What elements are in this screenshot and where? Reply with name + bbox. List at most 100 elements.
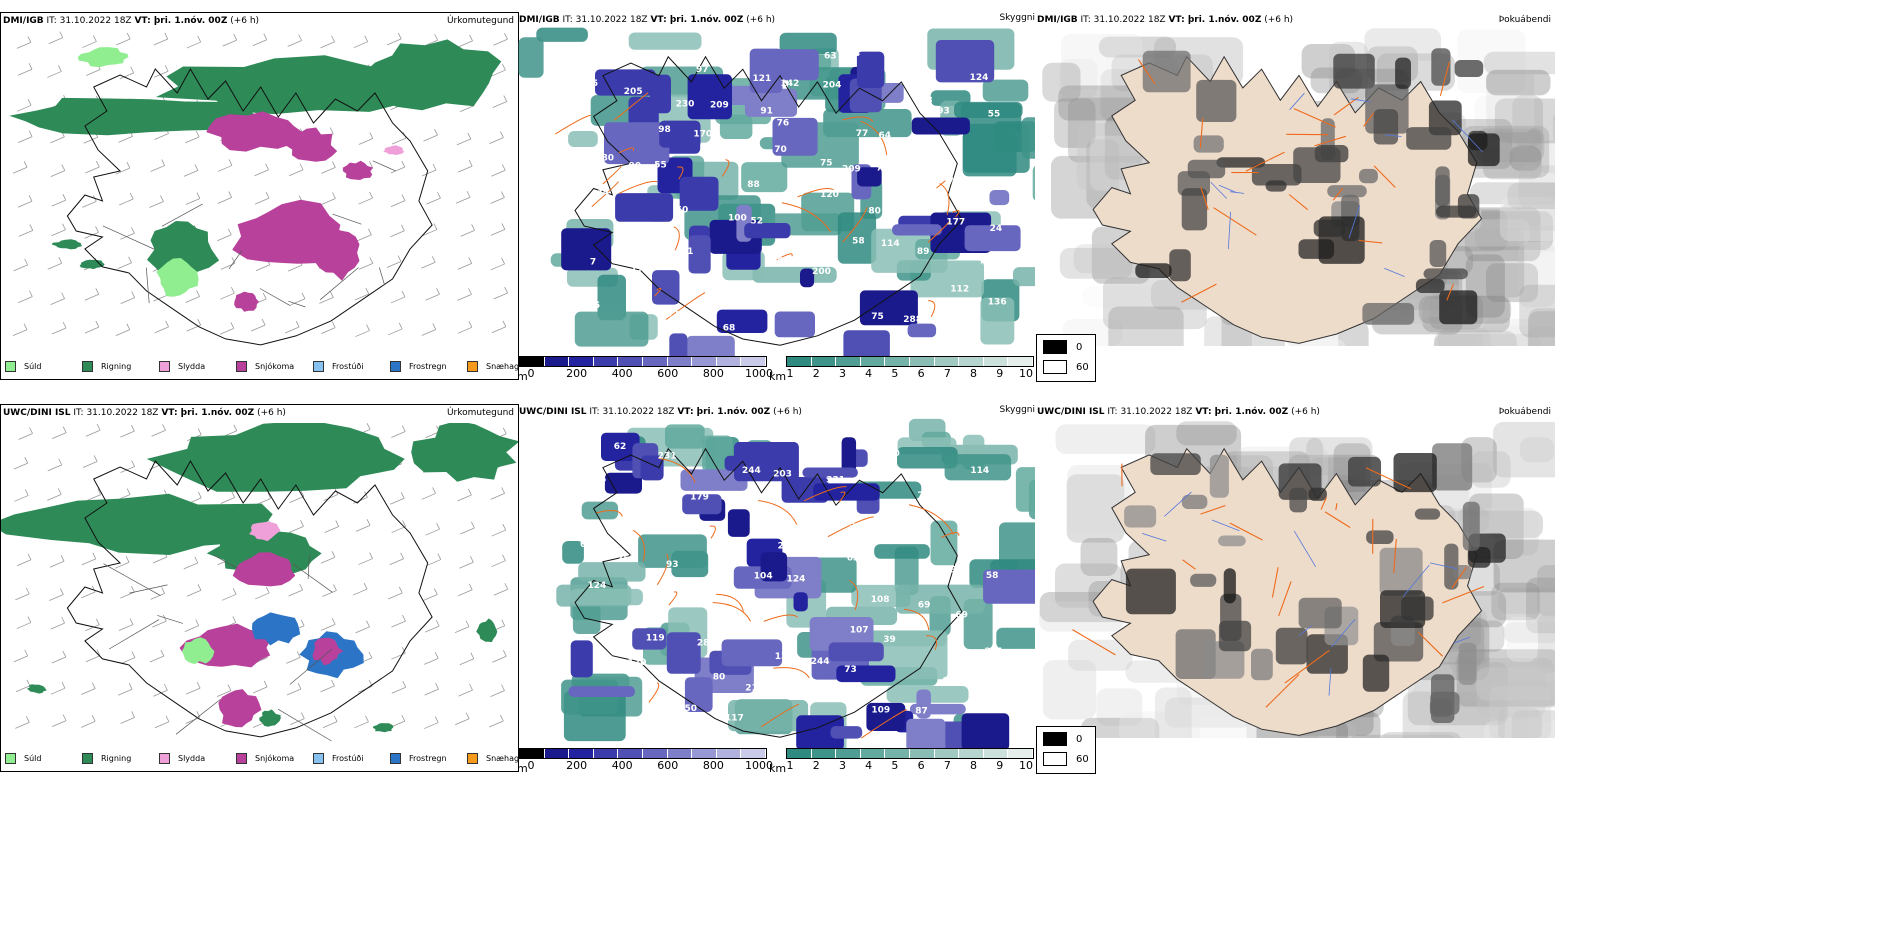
- road-line: [773, 667, 810, 679]
- fog-cell: [1196, 79, 1237, 122]
- wind-barb: [185, 130, 200, 144]
- wind-barb: [423, 128, 438, 142]
- fog-cell: [1406, 127, 1452, 150]
- coastline: [66, 459, 433, 738]
- wind-barb: [421, 256, 436, 269]
- ceiling-label: 251: [985, 647, 1004, 657]
- fog-field: [1437, 328, 1492, 346]
- wind-barb: [222, 33, 238, 47]
- wind-barb: [81, 682, 96, 695]
- river-line: [1229, 191, 1245, 194]
- wind-barb: [16, 36, 32, 49]
- road-line: [1393, 538, 1397, 574]
- wind-barb: [86, 488, 102, 502]
- visibility-colorbar-ticks: 1 2 3 4 5 6 7 8 9 10: [786, 367, 1034, 381]
- valid-time: VT: þri. 1.nóv. 00Z: [134, 16, 228, 26]
- cloud-ceiling-area: [652, 270, 680, 305]
- ceiling-label: 74: [696, 524, 709, 534]
- wind-barb: [421, 323, 437, 336]
- road-line: [1199, 117, 1204, 149]
- road-line: [776, 253, 793, 261]
- wind-barb: [290, 712, 305, 725]
- init-time: IT: 31.10.2022 18Z: [70, 408, 162, 418]
- ceiling-label: 125: [588, 475, 607, 485]
- ceiling-tick: 0: [527, 367, 535, 380]
- lead-time: (+6 h): [227, 16, 260, 26]
- ceiling-label: 288: [903, 315, 922, 325]
- ceiling-label: 68: [723, 324, 736, 334]
- ceiling-label: 120: [712, 280, 731, 290]
- wind-barb: [16, 616, 32, 629]
- wind-barb: [458, 583, 473, 597]
- road-line: [1451, 566, 1467, 589]
- precip-area: [147, 221, 220, 278]
- wind-barb: [115, 161, 131, 175]
- road-line: [1418, 632, 1444, 657]
- fog-cell: [1467, 133, 1500, 167]
- visibility-area: [719, 114, 753, 139]
- ceiling-label: 75: [871, 312, 884, 322]
- ceiling-color-7: [692, 749, 717, 758]
- wind-barb: [320, 35, 335, 49]
- precip-area: [249, 521, 281, 542]
- legend-swatch: [82, 361, 93, 372]
- wind-barb: [492, 650, 507, 663]
- fog-cell: [1275, 627, 1308, 665]
- cloud-ceiling-area: [907, 323, 937, 338]
- wind-barb: [288, 583, 303, 597]
- fog-field: [1493, 422, 1555, 478]
- cloud-ceiling-area: [688, 235, 711, 274]
- road-line: [332, 213, 362, 225]
- visibility-tick: 8: [970, 367, 978, 380]
- fog-cell: [1289, 487, 1307, 513]
- cloud-ceiling-area: [841, 437, 857, 473]
- ceiling-label: 114: [970, 466, 989, 476]
- wind-barb: [120, 711, 135, 724]
- ceiling-label: 179: [690, 493, 709, 503]
- fog-field: [1552, 113, 1555, 142]
- wind-barb: [489, 131, 504, 144]
- fog-field: [1119, 711, 1200, 738]
- road-line: [656, 553, 669, 586]
- fog-cell: [1298, 597, 1342, 629]
- legend-label: Rigning: [101, 754, 132, 763]
- fog-map: [1042, 28, 1555, 346]
- ceiling-colorbar-ticks: 0 200 400 600 800 1000: [519, 759, 774, 773]
- fog-legend-label: 0: [1076, 341, 1083, 353]
- fog-field: [1068, 639, 1133, 671]
- precip-legend: Súld Rigning Slydda Snjókoma Frostúði Frostre…: [5, 361, 518, 372]
- visibility-tick: 9: [996, 759, 1004, 772]
- fog-field: [1469, 182, 1555, 205]
- wind-barb: [324, 520, 340, 533]
- wind-barb: [47, 458, 63, 472]
- wind-barb: [119, 192, 134, 206]
- wind-barb: [254, 163, 269, 177]
- fog-field: [1470, 451, 1511, 488]
- cloud-ceiling-area: [680, 469, 748, 491]
- wind-barb: [221, 588, 237, 601]
- fog-field: [1059, 247, 1133, 279]
- wind-barb: [16, 99, 32, 112]
- init-time: IT: 31.10.2022 18Z: [586, 407, 678, 417]
- ceiling-label: 331: [826, 475, 845, 485]
- fog-cell: [1414, 508, 1441, 520]
- valid-time: VT: þri. 1.nóv. 00Z: [650, 15, 744, 25]
- wind-barb: [220, 287, 235, 300]
- road-line: [1332, 187, 1344, 201]
- fog-cell: [1150, 453, 1201, 475]
- ceiling-tick: 400: [611, 759, 633, 772]
- wind-barb: [289, 520, 304, 533]
- forecast-row: DMI/IGB IT: 31.10.2022 18Z VT: þri. 1.nó…: [0, 12, 1900, 392]
- wind-barb: [120, 227, 135, 240]
- ceiling-color-6: [667, 749, 693, 758]
- road-line: [1439, 61, 1450, 97]
- wind-barb: [424, 652, 439, 665]
- visibility-area: [536, 27, 588, 42]
- river-line: [1328, 667, 1332, 696]
- road-line: [213, 554, 237, 569]
- fog-field: [1486, 69, 1551, 96]
- wind-barb: [51, 193, 67, 207]
- wind-barb: [421, 487, 436, 500]
- legend-label: Súld: [24, 754, 42, 763]
- cloud-ceiling-area: [749, 48, 783, 93]
